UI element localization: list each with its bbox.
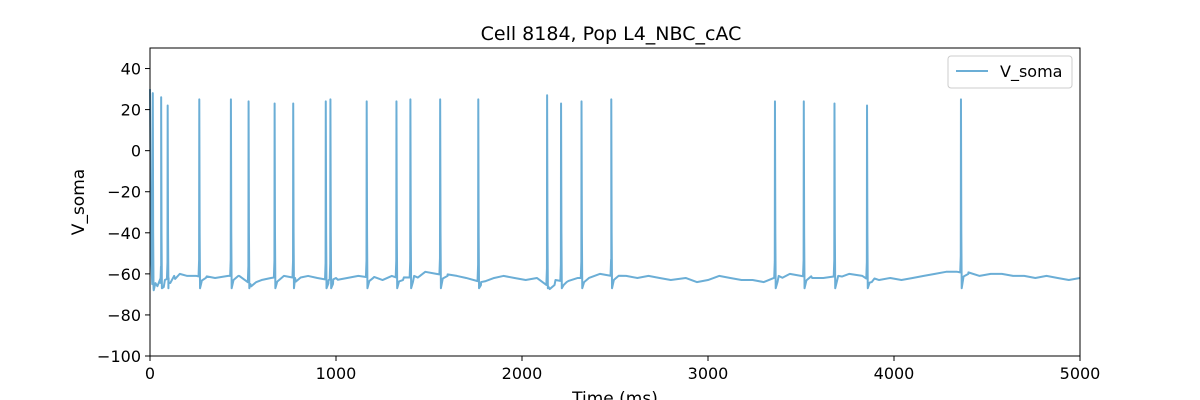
y-tick-label-5: 0: [131, 142, 141, 161]
x-axis: 0 1000 2000 3000 4000 5000: [145, 356, 1100, 383]
legend: V_soma: [947, 55, 1073, 89]
y-tick-label-7: 40: [121, 60, 141, 79]
y-tick-label-1: −80: [107, 306, 141, 325]
data-layer: [149, 89, 1081, 292]
plot-frame: [149, 47, 1081, 357]
y-axis-label: V_soma: [69, 169, 89, 235]
chart-title: Cell 8184, Pop L4_NBC_cAC: [481, 23, 742, 45]
y-tick-label-4: −20: [107, 183, 141, 202]
y-tick-label-2: −60: [107, 265, 141, 284]
x-tick-label-1: 1000: [316, 364, 357, 383]
y-tick-label-6: 20: [121, 101, 141, 120]
x-axis-label: Time (ms): [571, 389, 658, 400]
x-tick-label-5: 5000: [1060, 364, 1101, 383]
x-tick-label-3: 3000: [688, 364, 729, 383]
y-tick-label-3: −40: [107, 224, 141, 243]
x-tick-label-0: 0: [145, 364, 155, 383]
y-tick-label-0: −100: [97, 347, 141, 366]
y-axis: −100 −80 −60 −40 −20 0 20 40: [97, 60, 150, 366]
series-line-v-soma: [149, 89, 1081, 292]
x-tick-label-4: 4000: [874, 364, 915, 383]
legend-label-v-soma: V_soma: [1000, 62, 1062, 82]
legend-box: [947, 55, 1073, 89]
x-tick-label-2: 2000: [502, 364, 543, 383]
